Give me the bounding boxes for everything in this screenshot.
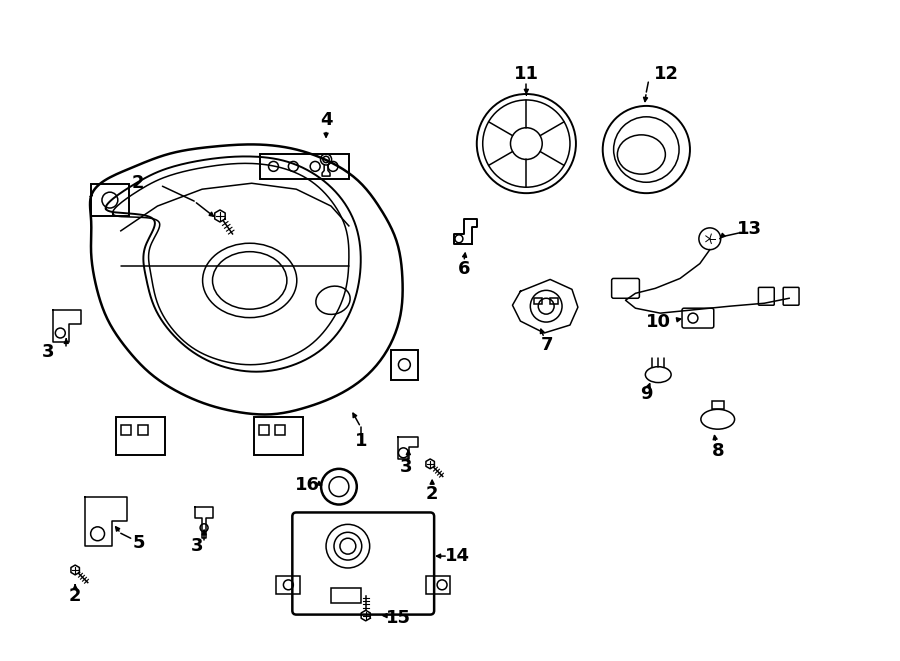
Text: 15: 15 [386,609,411,627]
Text: 9: 9 [640,385,652,403]
Text: 12: 12 [653,65,679,83]
Text: 2: 2 [131,175,144,192]
Text: 11: 11 [514,65,539,83]
Text: 3: 3 [191,537,203,555]
Text: 3: 3 [42,343,55,361]
Polygon shape [512,280,578,333]
Text: 8: 8 [711,442,724,460]
Text: 14: 14 [446,547,471,565]
Text: 6: 6 [457,260,470,278]
Polygon shape [454,219,477,244]
Polygon shape [86,496,127,546]
Text: 10: 10 [645,313,670,331]
Text: 2: 2 [69,587,81,605]
Text: 3: 3 [400,458,412,476]
Text: 4: 4 [320,111,332,129]
Text: 5: 5 [132,534,145,552]
Text: 1: 1 [355,432,367,450]
Text: 7: 7 [541,336,554,354]
Text: 16: 16 [294,476,320,494]
Text: 13: 13 [737,220,762,238]
Text: 2: 2 [426,485,438,502]
